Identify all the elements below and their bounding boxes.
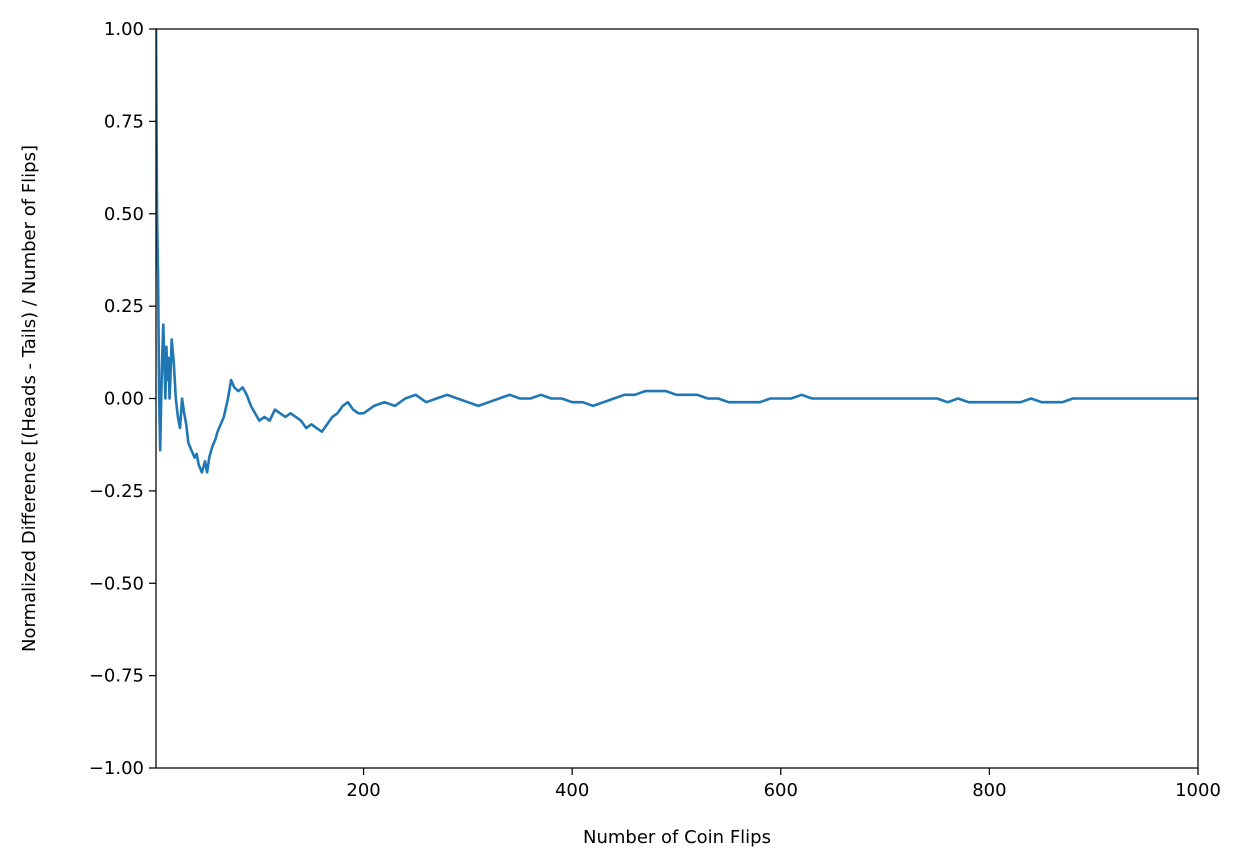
x-tick-label: 200 xyxy=(346,780,380,801)
x-tick-label: 800 xyxy=(972,780,1006,801)
x-tick-label: 1000 xyxy=(1175,780,1221,801)
y-tick-label: 0.50 xyxy=(104,204,144,225)
y-tick-label: 1.00 xyxy=(104,19,144,40)
x-axis-ticks: 200 400 600 800 1000 xyxy=(346,768,1221,801)
x-tick-label: 600 xyxy=(764,780,798,801)
y-axis-ticks: −1.00 −0.75 −0.50 −0.25 0.00 0.25 0.50 0.75 1.00 xyxy=(89,19,156,779)
y-tick-label: 0.00 xyxy=(104,389,144,410)
x-axis-label: Number of Coin Flips xyxy=(583,827,771,848)
plot-background xyxy=(156,29,1198,768)
series-layer xyxy=(156,29,1198,474)
y-tick-label: 0.25 xyxy=(104,296,144,317)
x-tick-label: 400 xyxy=(555,780,589,801)
y-tick-label: −1.00 xyxy=(89,758,144,779)
y-tick-label: 0.75 xyxy=(104,111,144,132)
y-tick-label: −0.25 xyxy=(89,481,144,502)
y-tick-label: −0.75 xyxy=(89,666,144,687)
series-line-1 xyxy=(156,29,1198,474)
y-axis-label: Normalized Difference [(Heads - Tails) /… xyxy=(19,145,40,652)
plot-area xyxy=(155,28,1199,769)
y-tick-label: −0.50 xyxy=(89,573,144,594)
